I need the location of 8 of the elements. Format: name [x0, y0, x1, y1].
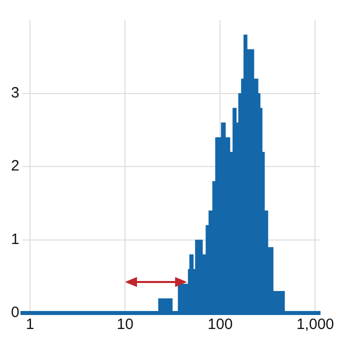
y-tick-label: 1: [11, 230, 20, 248]
x-tick-label: 100: [208, 316, 233, 334]
y-tick-label: 2: [11, 158, 20, 175]
x-tick-label: 1,000: [296, 316, 334, 334]
x-tick-label: 10: [116, 316, 134, 334]
y-tick-label: 3: [11, 84, 20, 102]
x-tick-label: 1: [26, 316, 34, 334]
y-tick-label: 0: [11, 304, 20, 322]
